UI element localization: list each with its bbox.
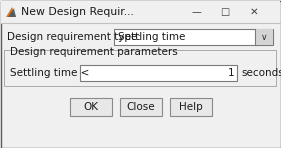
Bar: [1, 1, 280, 23]
Text: —: —: [191, 7, 201, 17]
Text: Settling time: Settling time: [118, 32, 185, 42]
Text: Close: Close: [126, 102, 155, 112]
Text: ✕: ✕: [250, 7, 258, 17]
Text: Design requirement type:: Design requirement type:: [7, 32, 141, 42]
Bar: [80, 65, 237, 81]
Text: Design requirement parameters: Design requirement parameters: [10, 47, 178, 57]
Bar: [119, 98, 162, 116]
Text: seconds: seconds: [241, 68, 281, 78]
Text: Help: Help: [179, 102, 202, 112]
Text: Settling time <: Settling time <: [10, 68, 89, 78]
Polygon shape: [8, 8, 16, 17]
Polygon shape: [6, 7, 16, 17]
Bar: [4, 50, 276, 86]
Text: ∨: ∨: [261, 33, 267, 41]
Bar: [169, 98, 212, 116]
Bar: [69, 98, 112, 116]
Bar: [255, 29, 273, 45]
Text: OK: OK: [83, 102, 98, 112]
Text: 1: 1: [227, 68, 234, 78]
Bar: [114, 29, 273, 45]
Text: New Design Requir...: New Design Requir...: [21, 7, 134, 17]
Text: □: □: [220, 7, 230, 17]
